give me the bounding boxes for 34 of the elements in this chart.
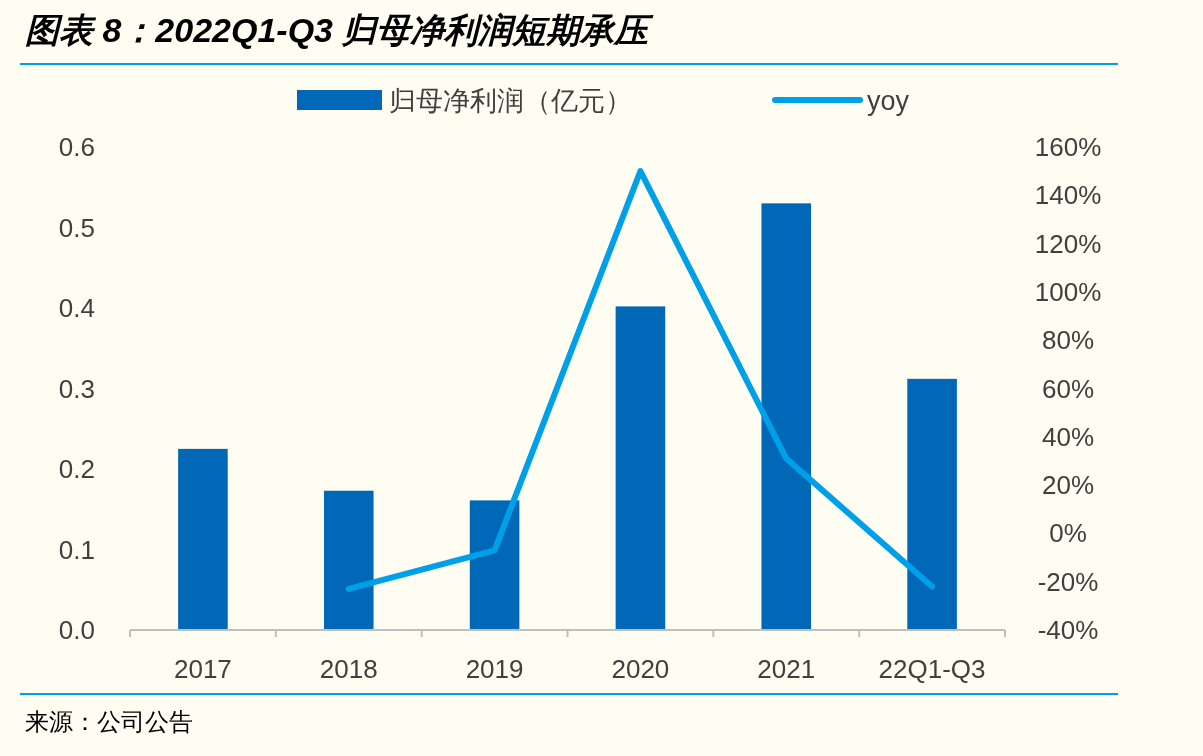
y-tick-label: 0.0 [58,615,95,645]
y-tick-label: 0.3 [58,373,95,404]
y-tick-label: 0.1 [58,534,95,565]
y2-tick-label: 0% [1049,518,1087,549]
bar [323,490,374,630]
bar [469,500,520,630]
x-tick-label: 2017 [173,654,232,684]
legend-label: 归母净利润（亿元） [389,86,632,116]
x-tick-label: 22Q1-Q3 [878,654,986,684]
bar [178,448,228,630]
y2-tick-label: 160% [1034,132,1102,162]
x-tick-label: 2020 [611,654,670,684]
legend-label: yoy [867,86,910,116]
y2-tick-label: 80% [1041,325,1095,356]
y-tick-label: 0.6 [58,132,95,162]
x-tick-label: 2019 [465,654,524,684]
x-tick-label: 2018 [319,654,378,684]
bar [615,306,666,630]
y2-tick-label: 60% [1041,373,1095,404]
y2-tick-label: 140% [1034,180,1102,211]
bar [907,378,957,630]
y-tick-label: 0.5 [58,212,95,243]
y2-tick-label: 20% [1041,470,1095,501]
chart-title: 图表 8：2022Q1-Q3 归母净利润短期承压 [25,11,655,49]
source-note: 来源：公司公告 [25,708,193,735]
y2-tick-label: 100% [1034,276,1102,307]
y-tick-label: 0.2 [58,454,95,484]
y2-tick-label: 40% [1041,421,1095,452]
y2-tick-label: -40% [1037,615,1099,645]
y-tick-label: 0.4 [58,293,95,323]
bar [761,203,812,630]
x-tick-label: 2021 [757,654,816,684]
y2-tick-label: 120% [1034,228,1102,259]
y2-tick-label: -20% [1037,566,1099,597]
